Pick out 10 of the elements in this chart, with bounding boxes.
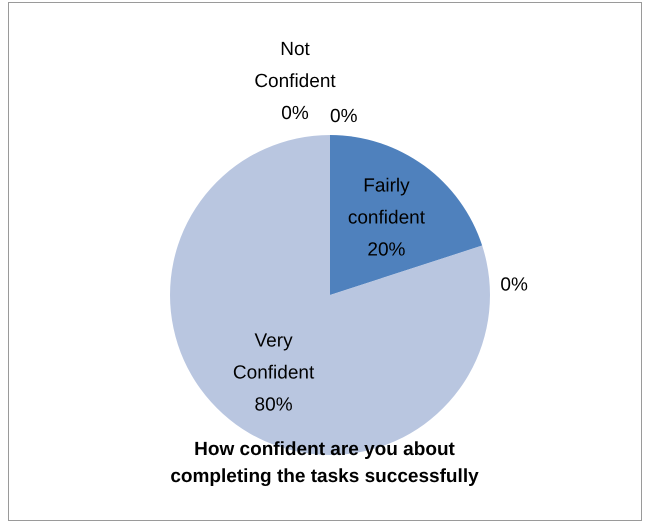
data-label: 20%: [367, 239, 406, 260]
category-label: Not Confident: [254, 38, 336, 92]
text: 0%: [500, 274, 528, 296]
data-label: 80%: [254, 394, 293, 416]
text: 0%: [281, 102, 309, 124]
slice-label: Very Confident: [232, 330, 315, 384]
slice-label: Fairly confident: [348, 175, 426, 228]
text: 0%: [330, 106, 358, 127]
pie-slice: [330, 135, 482, 295]
text: How confident are you about completing the tasks successfully: [170, 439, 480, 487]
